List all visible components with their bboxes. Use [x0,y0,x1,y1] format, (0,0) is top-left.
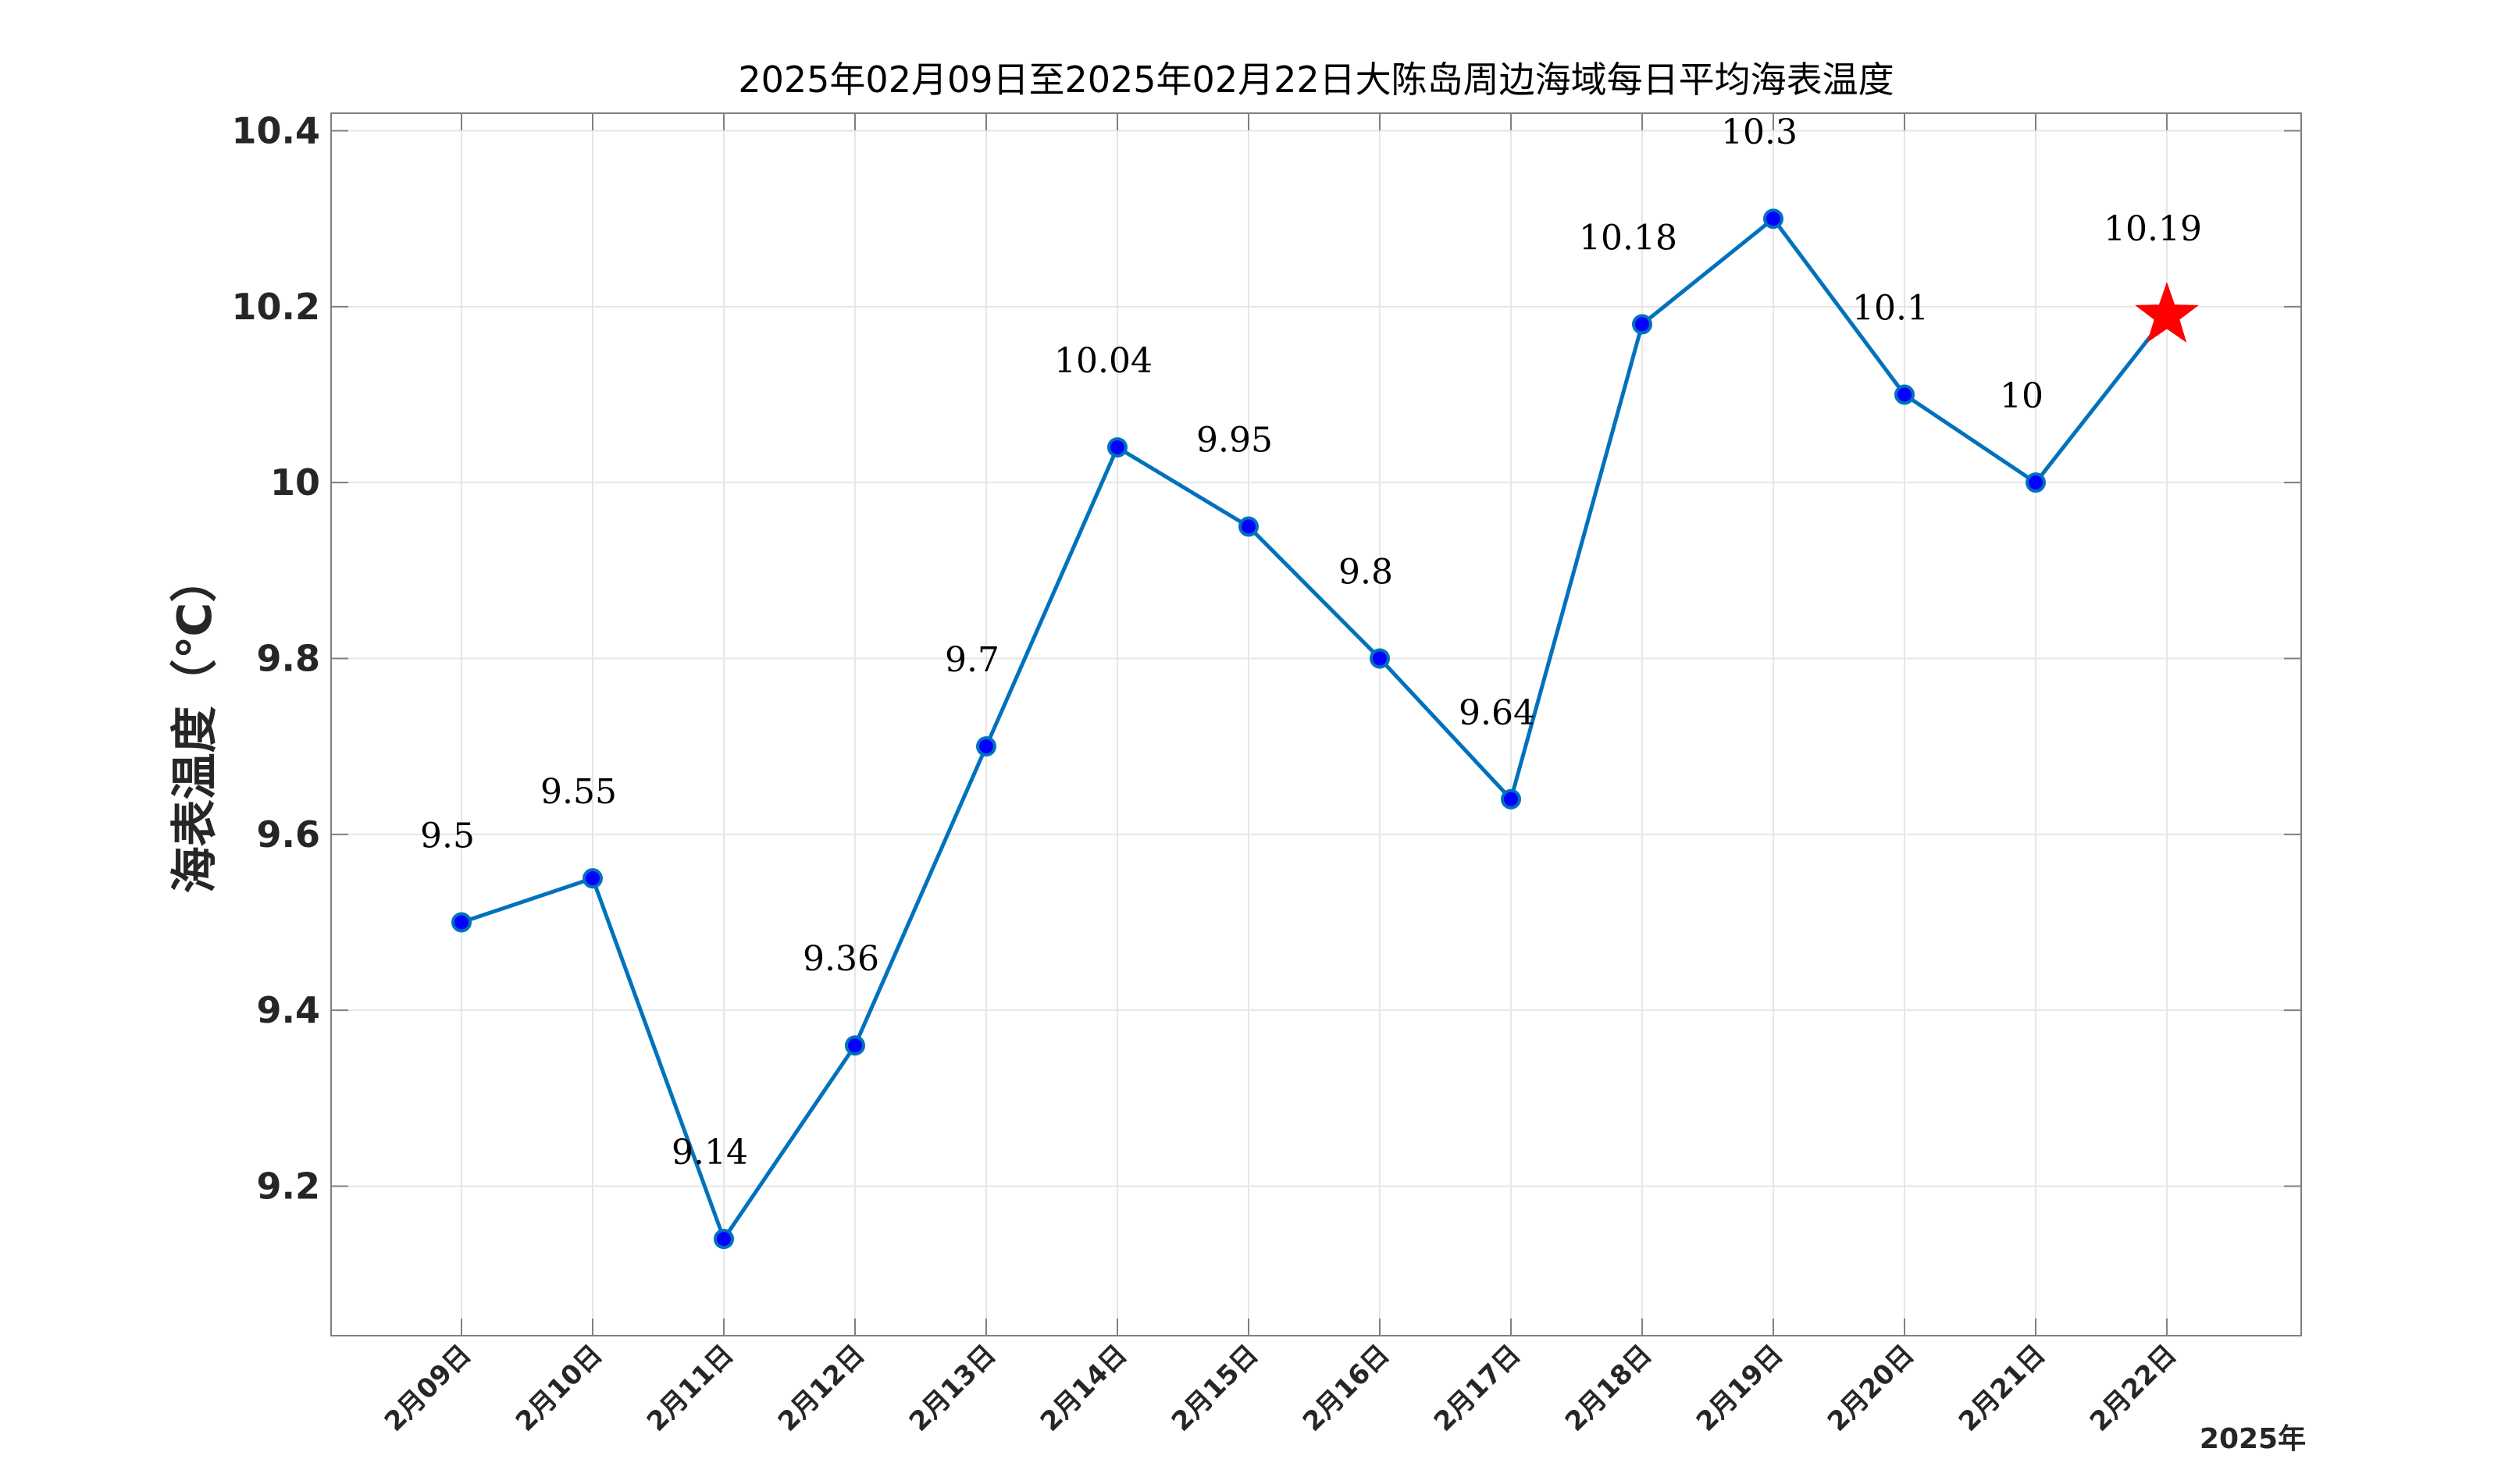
data-point [451,912,472,933]
x-axis-year-note: 2025年 [2200,1423,2306,1455]
data-label: 10.3 [1721,112,1798,152]
data-labels: 9.5 9.55 9.14 9.36 9.7 10.04 9.95 9.8 9.64 10.18 1… [420,112,2202,1173]
data-label: 9.5 [420,816,475,856]
y-axis-label: 海表温度（℃） [168,556,223,894]
data-point [1501,788,1521,810]
plot-frame [330,112,2302,1336]
x-tick-label: 2月09日 [379,1339,478,1438]
x-tick-label: 2月16日 [1297,1339,1396,1438]
y-tick-label: 9.6 [257,813,321,856]
y-tick-label: 10.4 [232,110,321,152]
data-label: 9.14 [672,1133,748,1173]
data-markers [451,208,2199,1250]
data-point [1894,384,1915,405]
y-tick-label: 9.8 [257,638,321,680]
x-tick-label: 2月22日 [2084,1339,2183,1438]
data-label: 9.7 [945,640,999,680]
axis-ticks [331,113,2301,1336]
x-tick-label: 2月18日 [1559,1339,1659,1438]
data-point [2026,472,2046,493]
x-tick-labels: 2月09日 2月10日 2月11日 2月12日 2月13日 2月14日 2月15日 2月16日… [379,1339,2183,1438]
data-label: 10.19 [2104,209,2202,249]
data-point [1107,437,1128,458]
x-tick-label: 2月13日 [903,1339,1003,1438]
data-point [1763,208,1783,230]
y-tick-label: 9.4 [257,989,321,1031]
data-label: 9.64 [1459,693,1535,733]
chart-title: 2025年02月09日至2025年02月22日大陈岛周边海域每日平均海表温度 [738,59,1894,101]
data-point [1370,648,1390,669]
x-tick-label: 2月20日 [1822,1339,1921,1438]
grid-lines [331,113,2301,1336]
x-tick-label: 2月21日 [1953,1339,2052,1438]
y-tick-label: 10 [270,461,320,504]
data-point [845,1035,865,1056]
x-tick-label: 2月17日 [1428,1339,1527,1438]
highlight-star-marker [2135,282,2199,343]
x-tick-label: 2月12日 [772,1339,871,1438]
data-label: 9.95 [1196,421,1273,461]
data-point [1632,314,1652,335]
x-tick-label: 2月10日 [510,1339,609,1438]
series-line [461,216,2168,1241]
y-tick-labels: 9.2 9.4 9.6 9.8 10 10.2 10.4 [232,110,321,1208]
data-point [583,868,603,889]
x-tick-label: 2月15日 [1166,1339,1265,1438]
x-tick-label: 2月11日 [641,1339,740,1438]
data-label: 10.18 [1579,218,1677,258]
data-label: 9.55 [540,772,617,812]
data-label: 9.36 [803,939,879,979]
data-point [1238,516,1259,537]
y-tick-label: 9.2 [257,1165,321,1207]
y-tick-label: 10.2 [232,286,321,328]
data-label: 10.04 [1054,341,1153,381]
data-point [714,1229,734,1250]
data-label: 10 [2000,376,2043,416]
data-label: 9.8 [1338,553,1393,593]
x-tick-label: 2月14日 [1035,1339,1134,1438]
data-label: 10.1 [1852,289,1929,329]
data-point [976,736,996,757]
x-tick-label: 2月19日 [1691,1339,1790,1438]
